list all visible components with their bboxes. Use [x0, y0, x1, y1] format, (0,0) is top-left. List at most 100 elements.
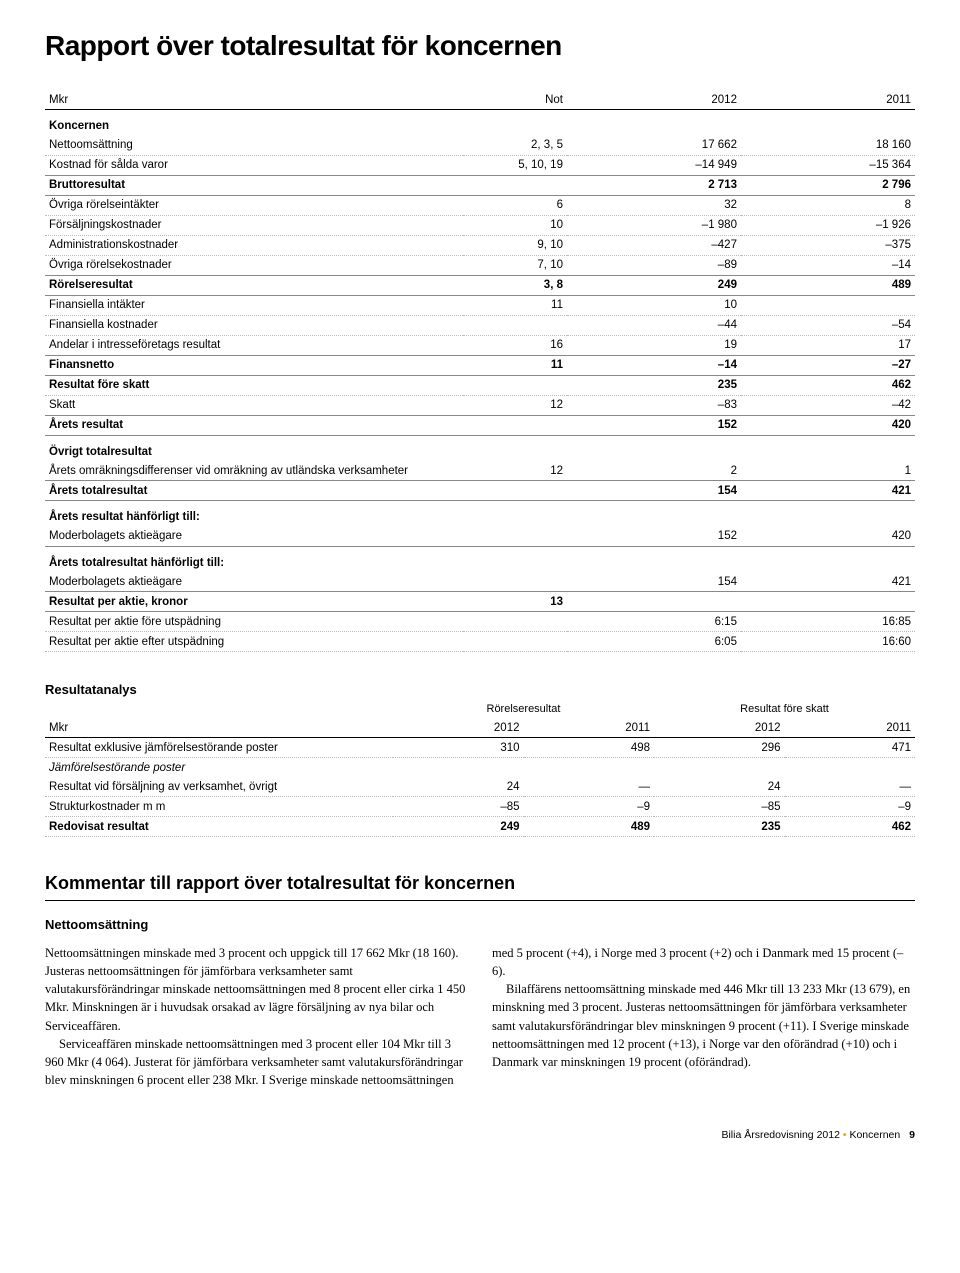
cell [741, 295, 915, 315]
cell [741, 501, 915, 527]
cell [463, 435, 567, 461]
a-col-r2011: 2011 [524, 718, 655, 738]
cell [463, 415, 567, 435]
cell: Finansnetto [45, 355, 463, 375]
cell: 11 [463, 355, 567, 375]
cell: 3, 8 [463, 275, 567, 295]
table-row: Administrationskostnader9, 10–427–375 [45, 235, 915, 255]
cell: Övrigt totalresultat [45, 435, 463, 461]
cell: Resultat per aktie före utspädning [45, 612, 463, 632]
commentary-p3: Bilaffärens nettoomsättning minskade med… [492, 980, 915, 1071]
cell: Resultat exklusive jämförelsestörande po… [45, 738, 393, 758]
col-2012: 2012 [567, 90, 741, 110]
table-row: Jämförelsestörande poster [45, 758, 915, 778]
cell: 154 [567, 481, 741, 501]
table-row: Försäljningskostnader10–1 980–1 926 [45, 215, 915, 235]
cell: 6 [463, 195, 567, 215]
table-row: Årets resultat152420 [45, 415, 915, 435]
cell [567, 110, 741, 136]
cell: Övriga rörelseintäkter [45, 195, 463, 215]
cell: Årets resultat hänförligt till: [45, 501, 463, 527]
cell [463, 572, 567, 592]
cell: –1 980 [567, 215, 741, 235]
cell: Koncernen [45, 110, 463, 136]
group-resultat: Resultat före skatt [654, 699, 915, 718]
cell: 18 160 [741, 136, 915, 156]
cell: –85 [393, 797, 524, 817]
cell: –14 [741, 255, 915, 275]
cell: 24 [393, 777, 524, 797]
cell: 10 [567, 295, 741, 315]
cell [741, 592, 915, 612]
cell [567, 546, 741, 572]
footer-page-number: 9 [909, 1129, 915, 1141]
cell: –27 [741, 355, 915, 375]
commentary-subheading: Nettoomsättning [45, 917, 915, 932]
cell: 6:15 [567, 612, 741, 632]
cell: Skatt [45, 395, 463, 415]
cell [741, 435, 915, 461]
cell [463, 175, 567, 195]
commentary-heading: Kommentar till rapport över totalresulta… [45, 873, 915, 901]
table-row: Andelar i intresseföretags resultat16191… [45, 335, 915, 355]
cell: 296 [654, 738, 785, 758]
table-row: Redovisat resultat249489235462 [45, 817, 915, 837]
cell: 16 [463, 335, 567, 355]
cell: 12 [463, 461, 567, 481]
table-row: Resultat per aktie, kronor13 [45, 592, 915, 612]
col-not: Not [463, 90, 567, 110]
cell: 19 [567, 335, 741, 355]
table-row: Moderbolagets aktieägare 154421 [45, 572, 915, 592]
cell: Resultat per aktie efter utspädning [45, 632, 463, 652]
cell: Resultat vid försäljning av verksamhet, … [45, 777, 393, 797]
cell [567, 435, 741, 461]
cell: 152 [567, 415, 741, 435]
cell [393, 758, 524, 778]
cell: –9 [785, 797, 916, 817]
cell: Övriga rörelsekostnader [45, 255, 463, 275]
cell: 1 [741, 461, 915, 481]
page-title: Rapport över totalresultat för koncernen [45, 30, 915, 62]
col-2011: 2011 [741, 90, 915, 110]
cell: –54 [741, 315, 915, 335]
cell: 2 796 [741, 175, 915, 195]
table-row: Rörelseresultat3, 8249489 [45, 275, 915, 295]
cell: 249 [393, 817, 524, 837]
a-col-label: Mkr [45, 718, 393, 738]
cell: 16:85 [741, 612, 915, 632]
cell: 420 [741, 527, 915, 547]
cell: –44 [567, 315, 741, 335]
cell: Årets totalresultat hänförligt till: [45, 546, 463, 572]
cell: 489 [524, 817, 655, 837]
cell: Försäljningskostnader [45, 215, 463, 235]
cell [463, 612, 567, 632]
table-row: Övriga rörelsekostnader7, 10–89–14 [45, 255, 915, 275]
cell: –9 [524, 797, 655, 817]
cell: Resultat per aktie, kronor [45, 592, 463, 612]
cell: Finansiella intäkter [45, 295, 463, 315]
cell: 2, 3, 5 [463, 136, 567, 156]
cell: Resultat före skatt [45, 375, 463, 395]
analysis-table: Rörelseresultat Resultat före skatt Mkr … [45, 699, 915, 837]
cell: 24 [654, 777, 785, 797]
cell: 154 [567, 572, 741, 592]
cell: Årets omräkningsdifferenser vid omräknin… [45, 461, 463, 481]
cell [741, 546, 915, 572]
table-row: Resultat vid försäljning av verksamhet, … [45, 777, 915, 797]
cell: 421 [741, 572, 915, 592]
commentary-body: Nettoomsättningen minskade med 3 procent… [45, 944, 915, 1089]
cell: –15 364 [741, 155, 915, 175]
group-rorelse: Rörelseresultat [393, 699, 654, 718]
cell [463, 546, 567, 572]
cell: 249 [567, 275, 741, 295]
cell: 498 [524, 738, 655, 758]
cell [463, 501, 567, 527]
cell: 235 [567, 375, 741, 395]
cell: Moderbolagets aktieägare [45, 572, 463, 592]
cell: 5, 10, 19 [463, 155, 567, 175]
cell: 8 [741, 195, 915, 215]
cell [463, 315, 567, 335]
table-row: Resultat före skatt235462 [45, 375, 915, 395]
cell: –14 949 [567, 155, 741, 175]
cell: Nettoomsättning [45, 136, 463, 156]
